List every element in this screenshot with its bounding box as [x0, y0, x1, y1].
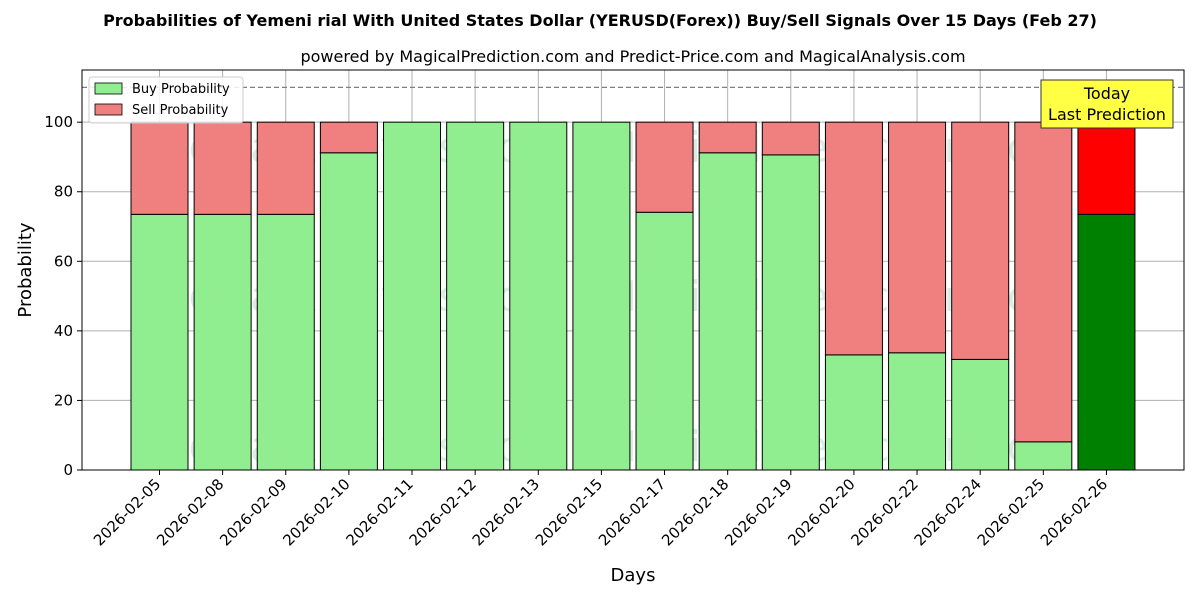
- bar-buy: [888, 352, 947, 471]
- bar-sell: [824, 121, 883, 356]
- x-tick-label: 2026-02-18: [658, 475, 732, 549]
- y-tick-label: 60: [54, 252, 73, 270]
- bar-sell: [761, 121, 820, 156]
- bar-sell: [951, 121, 1010, 360]
- bar-sell: [1077, 121, 1136, 215]
- x-tick-label: 2026-02-20: [784, 475, 858, 549]
- bar-sell: [1014, 121, 1073, 443]
- annotation-box: [1040, 79, 1174, 129]
- bar-sell: [256, 121, 315, 215]
- legend-label: Buy Probability: [132, 82, 230, 97]
- y-tick-label: 20: [54, 391, 73, 409]
- bar-buy: [193, 213, 252, 471]
- y-tick-label: 0: [63, 461, 73, 479]
- legend: Buy Probability Sell Probability: [88, 76, 244, 124]
- x-tick-label: 2026-02-24: [911, 475, 985, 549]
- plot-frame: [81, 69, 1185, 471]
- bar-buy: [824, 354, 883, 471]
- bar-buy: [1014, 441, 1073, 471]
- chart-title: Probabilities of Yemeni rial With United…: [103, 11, 1097, 30]
- bar-sell: [888, 121, 947, 354]
- legend-label: Sell Probability: [132, 103, 229, 118]
- y-tick-label: 80: [54, 183, 73, 201]
- bar-sell: [130, 121, 189, 215]
- x-tick-label: 2026-02-11: [342, 475, 416, 549]
- bar-buy: [761, 154, 820, 471]
- annotation-line: Today: [1083, 84, 1130, 103]
- x-tick-label: 2026-02-19: [721, 475, 795, 549]
- bar-buy: [509, 121, 568, 471]
- bar-buy: [256, 213, 315, 471]
- annotation-line: Last Prediction: [1048, 105, 1166, 124]
- bar-buy: [698, 152, 757, 471]
- x-tick-label: 2026-02-10: [279, 475, 353, 549]
- x-tick-label: 2026-02-12: [406, 475, 480, 549]
- x-tick-label: 2026-02-15: [532, 475, 606, 549]
- x-tick-label: 2026-02-26: [1037, 475, 1111, 549]
- x-tick-label: 2026-02-13: [469, 475, 543, 549]
- today-annotation: Today Last Prediction: [1040, 79, 1174, 129]
- bar-buy: [319, 152, 378, 471]
- x-axis-label: Days: [611, 565, 656, 586]
- bar-buy: [130, 213, 189, 471]
- bar-buy: [383, 121, 442, 471]
- bar-buy: [446, 121, 505, 471]
- legend-swatch: [94, 103, 123, 116]
- y-axis: 0 20 40 60 80 100: [44, 113, 82, 479]
- bars-layer: [130, 121, 1136, 471]
- bar-buy: [572, 121, 631, 471]
- x-tick-label: 2026-02-05: [90, 475, 164, 549]
- x-tick-label: 2026-02-17: [595, 475, 669, 549]
- y-tick-label: 40: [54, 322, 73, 340]
- legend-box: [88, 76, 244, 124]
- chart-subtitle: powered by MagicalPrediction.com and Pre…: [300, 47, 965, 66]
- bar-buy: [635, 211, 694, 471]
- bar-sell: [193, 121, 252, 215]
- legend-swatch: [94, 82, 123, 95]
- y-axis-label: Probability: [15, 222, 36, 317]
- bar-sell: [698, 121, 757, 154]
- x-tick-label: 2026-02-25: [974, 475, 1048, 549]
- bar-buy: [951, 358, 1010, 471]
- bar-buy: [1077, 213, 1136, 471]
- x-axis: 2026-02-052026-02-082026-02-092026-02-10…: [90, 470, 1111, 549]
- x-tick-label: 2026-02-09: [216, 475, 290, 549]
- x-tick-label: 2026-02-08: [153, 475, 227, 549]
- y-tick-label: 100: [44, 113, 73, 131]
- x-tick-label: 2026-02-22: [848, 475, 922, 549]
- bar-sell: [635, 121, 694, 213]
- bar-sell: [319, 121, 378, 154]
